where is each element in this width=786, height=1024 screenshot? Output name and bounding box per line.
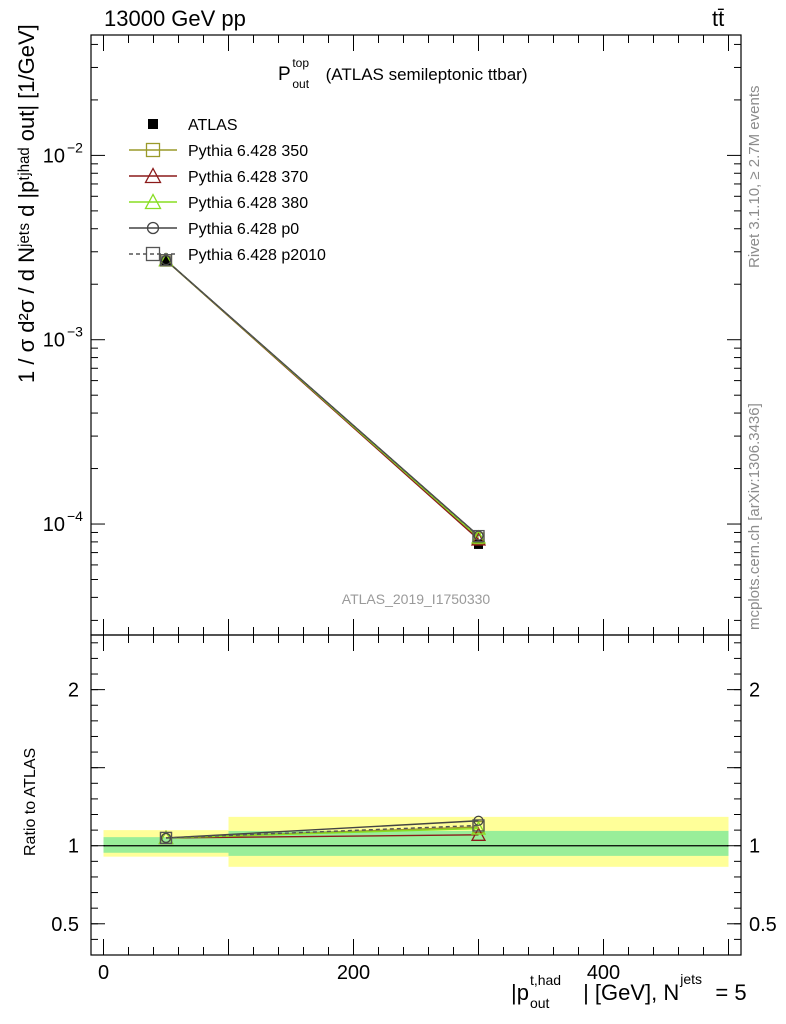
data-point: [159, 254, 173, 267]
data-point: [470, 531, 487, 546]
ratio-y-axis-label: Ratio to ATLAS: [22, 747, 39, 856]
ratio-y-tick-label: 1: [68, 836, 79, 858]
legend-label: Pythia 6.428 370: [188, 169, 308, 186]
legend-marker: [145, 142, 161, 158]
mcplots-label: mcplots.cern.ch [arXiv:1306.3436]: [746, 403, 763, 630]
ratio-y-tick-label: 1: [749, 836, 760, 858]
y-tick-label: 10: [43, 514, 65, 536]
ratio-point: [159, 831, 173, 845]
analysis-watermark: ATLAS_2019_I1750330: [342, 591, 491, 607]
ratio-y-tick-label: 2: [68, 680, 79, 702]
ratio-line: [165, 824, 479, 839]
y-tick-label: 10: [43, 330, 65, 352]
y-tick-label-exponent: −4: [67, 508, 83, 524]
ratio-line: [165, 827, 479, 839]
data-point: [160, 255, 172, 266]
legend-marker: [146, 221, 160, 235]
main-plot-frame: [90, 34, 742, 636]
series-line: [165, 259, 479, 537]
data-point: [161, 256, 171, 266]
data-point: [474, 539, 483, 549]
process-label: tt̄: [712, 6, 725, 31]
legend-label: Pythia 6.428 380: [188, 195, 308, 212]
legend-label: Pythia 6.428 p0: [188, 221, 299, 238]
series-line: [165, 259, 479, 539]
uncertainty-band-yellow: [103, 830, 229, 857]
x-axis-label: |p t,had out | [GeV], N jets = 5: [511, 971, 747, 1011]
y-tick-label: 10: [43, 145, 65, 167]
legend-marker: [144, 193, 162, 210]
ratio-y-tick-label: 0.5: [749, 914, 777, 936]
x-tick-label: 200: [337, 962, 370, 984]
legend-label: Pythia 6.428 p2010: [188, 247, 326, 264]
legend-marker: [148, 119, 158, 129]
ratio-point: [159, 831, 173, 845]
ratio-plot-frame: [90, 634, 742, 956]
ratio-point: [470, 820, 487, 835]
main-y-axis-label: 1 / σ d²σ / d Nʲᵉᵗˢ d |pᵗʲʰᵃᵈ out| [1/Ge…: [14, 24, 39, 383]
uncertainty-band-green: [103, 837, 229, 853]
data-point: [158, 252, 174, 267]
series-line: [165, 259, 479, 539]
data-point: [472, 529, 485, 543]
ratio-point: [472, 819, 485, 832]
data-point: [473, 530, 484, 541]
legend-marker: [145, 246, 161, 262]
data-point: [472, 532, 485, 545]
ratio-point: [473, 815, 484, 826]
plot-title: P top out (ATLAS semileptonic ttbar): [278, 56, 528, 91]
rivet-version-label: Rivet 3.1.10, ≥ 2.7M events: [746, 85, 763, 269]
legend-label: ATLAS: [188, 117, 238, 134]
uncertainty-band-green: [228, 830, 729, 856]
legend-marker: [144, 167, 162, 184]
ratio-point: [470, 826, 487, 841]
ratio-line: [165, 820, 479, 839]
ratio-point: [160, 832, 172, 844]
series-line: [165, 259, 479, 537]
ratio-point: [158, 830, 174, 845]
data-point: [158, 252, 174, 267]
ratio-y-tick-label: 2: [749, 680, 760, 702]
data-point: [470, 529, 487, 544]
ratio-point: [472, 820, 485, 834]
uncertainty-band-yellow: [228, 816, 729, 867]
ratio-y-tick-label: 0.5: [51, 914, 79, 936]
ratio-point: [158, 830, 174, 845]
ratio-line: [165, 826, 479, 839]
y-tick-label-exponent: −2: [67, 139, 83, 155]
series-line: [165, 259, 479, 540]
legend-label: Pythia 6.428 350: [188, 143, 308, 160]
y-tick-label-exponent: −3: [67, 324, 83, 340]
data-point: [159, 254, 173, 267]
ratio-line: [165, 834, 479, 839]
x-tick-label: 0: [98, 962, 109, 984]
energy-label: 13000 GeV pp: [104, 6, 246, 31]
